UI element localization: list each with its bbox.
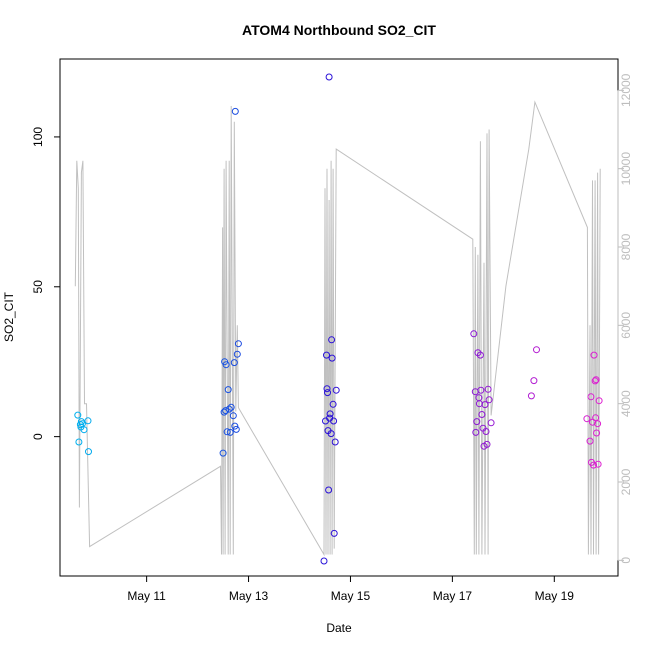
data-point: [484, 385, 492, 393]
y2-tick-label: 10000: [619, 152, 633, 186]
data-point: [85, 448, 92, 456]
data-point: [224, 386, 232, 394]
data-point: [328, 354, 336, 362]
data-point: [320, 557, 328, 565]
data-point: [233, 350, 241, 358]
data-point: [75, 438, 83, 446]
data-point: [527, 392, 535, 400]
data-point: [232, 425, 240, 433]
data-point: [583, 415, 591, 423]
data-point: [325, 486, 333, 494]
data-point: [595, 397, 603, 405]
y-tick-label: 100: [31, 127, 45, 147]
data-point: [80, 426, 88, 434]
data-point: [470, 330, 478, 338]
data-point: [332, 386, 340, 394]
data-point: [227, 403, 235, 411]
data-point: [219, 449, 227, 457]
data-point: [231, 107, 239, 115]
data-point: [587, 393, 595, 401]
data-point: [594, 420, 602, 428]
data-point: [481, 401, 489, 409]
x-tick-label: May 13: [229, 589, 269, 603]
y2-tick-label: 4000: [619, 390, 633, 417]
data-point: [482, 428, 490, 435]
data-point: [230, 359, 238, 367]
data-point: [590, 351, 598, 359]
data-point: [223, 428, 231, 436]
plot-frame: [59, 58, 619, 577]
data-point: [330, 417, 338, 425]
data-point: [591, 377, 599, 385]
data-point: [328, 336, 336, 344]
data-point: [586, 437, 594, 445]
data-point: [590, 461, 597, 469]
data-point: [234, 340, 242, 348]
y-tick-label: 0: [31, 433, 45, 440]
data-point: [325, 73, 333, 81]
y2-tick-label: 0: [619, 557, 633, 564]
data-point: [331, 438, 339, 446]
data-point: [231, 422, 239, 430]
y2-tick-label: 6000: [619, 312, 633, 339]
data-point: [326, 410, 334, 418]
y-axis-label: SO2_CIT: [2, 291, 16, 342]
data-point: [478, 411, 486, 418]
data-point: [323, 351, 330, 359]
x-tick-label: May 19: [535, 589, 575, 603]
points-group: [74, 73, 603, 565]
data-point: [485, 396, 493, 404]
axes-group: May 11 May 13 May 15 May 17 May 19 0 50 100 0 200…: [31, 73, 633, 603]
data-point: [220, 408, 228, 416]
x-tick-label: May 11: [127, 589, 166, 603]
x-tick-label: May 17: [433, 589, 473, 603]
data-point: [473, 418, 481, 426]
data-point: [472, 428, 480, 436]
data-point: [592, 376, 600, 384]
data-point: [222, 361, 230, 369]
data-point: [483, 440, 491, 448]
data-point: [329, 400, 337, 408]
data-point: [593, 429, 601, 437]
data-point: [476, 351, 484, 359]
data-point: [330, 529, 338, 537]
x-tick-label: May 15: [331, 589, 371, 603]
data-point: [592, 414, 600, 422]
data-point: [327, 430, 335, 438]
series-line: [74, 100, 601, 557]
data-point: [324, 389, 331, 397]
data-point: [222, 407, 230, 415]
data-point: [477, 386, 485, 394]
data-point: [226, 428, 234, 436]
y2-tick-label: 8000: [619, 233, 633, 260]
y2-tick-label: 2000: [619, 468, 633, 495]
data-point: [225, 405, 233, 413]
data-point: [487, 419, 495, 427]
series-line-group: [74, 100, 601, 557]
y2-tick-label: 12000: [619, 73, 633, 107]
data-point: [533, 346, 540, 354]
data-point: [84, 417, 92, 425]
data-point: [594, 460, 602, 468]
data-point: [229, 412, 237, 420]
chart-title: ATOM4 Northbound SO2_CIT: [242, 22, 436, 38]
data-point: [323, 385, 331, 393]
x-axis-label: Date: [326, 621, 352, 635]
y-tick-label: 50: [31, 280, 45, 294]
data-point: [74, 411, 82, 419]
data-point: [530, 377, 538, 385]
